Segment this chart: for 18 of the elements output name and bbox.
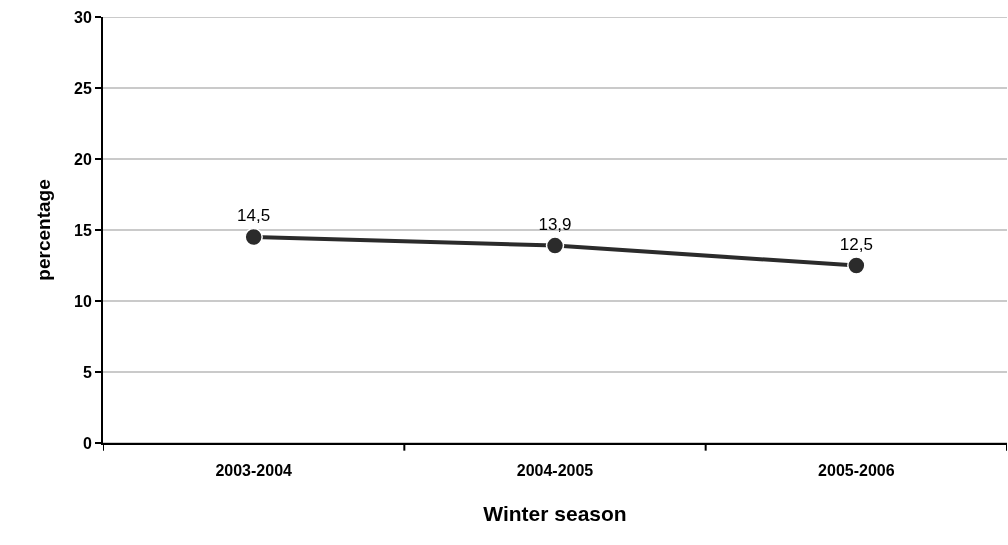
y-tick-label: 10: [74, 292, 92, 310]
y-tick-label: 15: [74, 221, 92, 239]
y-axis-title: percentage: [33, 179, 55, 281]
data-label: 12,5: [839, 234, 873, 254]
x-tick-label: 2004-2005: [516, 462, 594, 480]
y-tick-label: 20: [74, 150, 92, 168]
data-label: 13,9: [538, 214, 572, 234]
data-label: 14,5: [237, 206, 271, 226]
x-tick-label: 2003-2004: [215, 462, 293, 480]
y-tick-label: 25: [74, 79, 92, 97]
y-tick-label: 0: [82, 434, 92, 452]
y-tick-label: 30: [74, 8, 92, 26]
x-axis-title: Winter season: [483, 501, 627, 525]
point: [244, 227, 263, 247]
x-tick-label: 2005-2006: [818, 462, 895, 480]
point: [847, 256, 866, 275]
point: [545, 236, 565, 255]
y-tick-label: 5: [82, 363, 92, 381]
